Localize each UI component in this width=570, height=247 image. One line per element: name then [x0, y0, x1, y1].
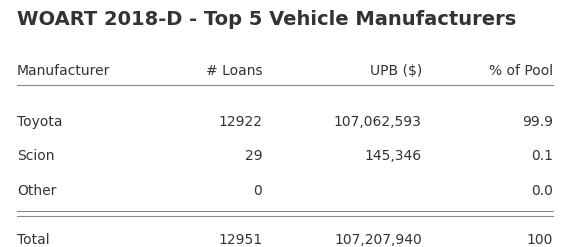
Text: UPB ($): UPB ($) [369, 64, 422, 78]
Text: 12951: 12951 [218, 233, 262, 247]
Text: 107,207,940: 107,207,940 [334, 233, 422, 247]
Text: 145,346: 145,346 [365, 149, 422, 164]
Text: 0.0: 0.0 [531, 184, 553, 198]
Text: % of Pool: % of Pool [488, 64, 553, 78]
Text: Toyota: Toyota [17, 115, 63, 129]
Text: 99.9: 99.9 [522, 115, 553, 129]
Text: 0.1: 0.1 [531, 149, 553, 164]
Text: 12922: 12922 [218, 115, 262, 129]
Text: Other: Other [17, 184, 56, 198]
Text: 107,062,593: 107,062,593 [334, 115, 422, 129]
Text: 29: 29 [245, 149, 262, 164]
Text: Manufacturer: Manufacturer [17, 64, 111, 78]
Text: # Loans: # Loans [206, 64, 262, 78]
Text: Scion: Scion [17, 149, 55, 164]
Text: WOART 2018-D - Top 5 Vehicle Manufacturers: WOART 2018-D - Top 5 Vehicle Manufacture… [17, 10, 516, 29]
Text: 100: 100 [527, 233, 553, 247]
Text: 0: 0 [254, 184, 262, 198]
Text: Total: Total [17, 233, 50, 247]
